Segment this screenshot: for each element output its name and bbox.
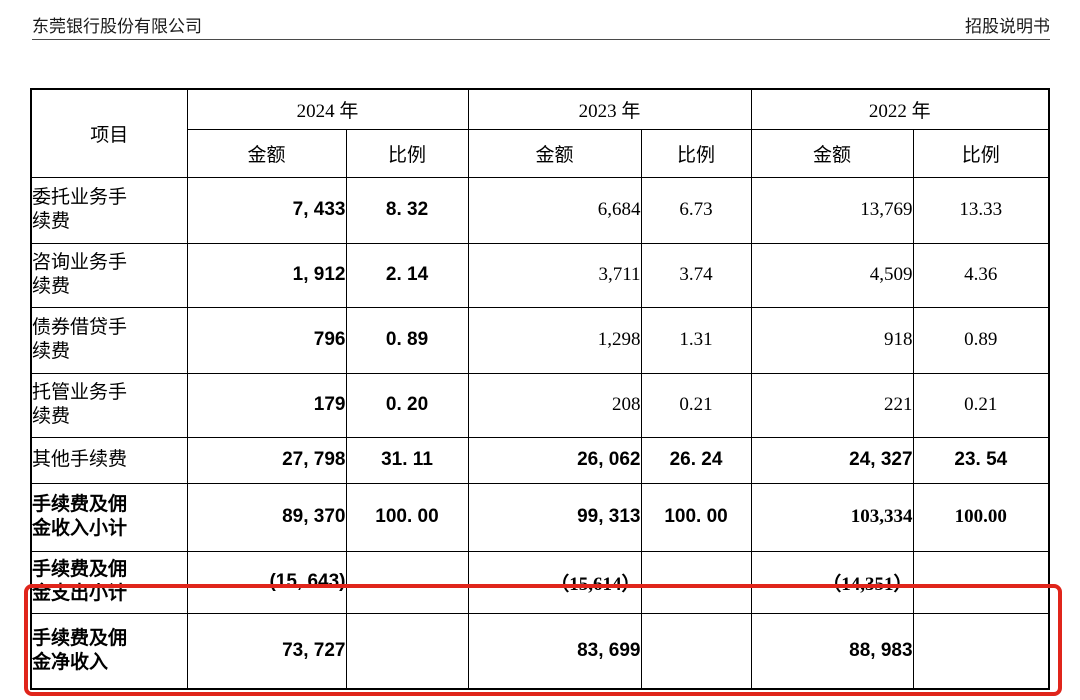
- row-label: 其他手续费: [30, 436, 188, 484]
- table-row: 咨询业务手 续费 1, 912 2. 14 3,711 3.74 4,509 4…: [30, 242, 1050, 308]
- ratio-cell: 100. 00: [640, 482, 752, 552]
- ratio-cell: 0.21: [912, 372, 1050, 438]
- ratio-cell: 13.33: [912, 176, 1050, 244]
- ratio-cell: 8. 32: [345, 176, 469, 244]
- row-label: 债券借贷手 续费: [30, 306, 188, 374]
- amount-cell: 208: [467, 372, 642, 438]
- ratio-cell: 31. 11: [345, 436, 469, 484]
- amount-cell: 3,711: [467, 242, 642, 308]
- ratio-cell: 26. 24: [640, 436, 752, 484]
- ratio-cell: 0.21: [640, 372, 752, 438]
- amount-cell: 83, 699: [467, 612, 642, 690]
- col-header-item: 项目: [30, 88, 188, 178]
- fee-income-table: 项目 2024 年 2023 年 2022 年 金额 比例 金额 比例 金额 比…: [30, 88, 1051, 690]
- subheader-amount-2022: 金额: [750, 128, 914, 178]
- ratio-cell: [912, 612, 1050, 690]
- ratio-cell: 100. 00: [345, 482, 469, 552]
- ratio-cell: [345, 550, 469, 614]
- ratio-cell: 0. 89: [345, 306, 469, 374]
- col-header-year-2023: 2023 年: [467, 88, 752, 130]
- row-label: 咨询业务手 续费: [30, 242, 188, 308]
- header-row-years: 项目 2024 年 2023 年 2022 年: [30, 88, 1050, 178]
- amount-cell: 88, 983: [750, 612, 914, 690]
- table-row: 托管业务手 续费 179 0. 20 208 0.21 221 0.21: [30, 372, 1050, 438]
- ratio-cell: [640, 550, 752, 614]
- subheader-amount-2023: 金额: [467, 128, 642, 178]
- ratio-cell: 0. 20: [345, 372, 469, 438]
- ratio-cell: 6.73: [640, 176, 752, 244]
- amount-cell: （14,351）: [750, 550, 914, 614]
- ratio-cell: 3.74: [640, 242, 752, 308]
- ratio-cell: 0.89: [912, 306, 1050, 374]
- amount-cell: 13,769: [750, 176, 914, 244]
- row-label: 托管业务手 续费: [30, 372, 188, 438]
- ratio-cell: [345, 612, 469, 690]
- subheader-amount-2024: 金额: [186, 128, 347, 178]
- document-type: 招股说明书: [965, 17, 1050, 36]
- amount-cell: 4,509: [750, 242, 914, 308]
- amount-cell: 99, 313: [467, 482, 642, 552]
- amount-cell: 796: [186, 306, 347, 374]
- ratio-cell: 4.36: [912, 242, 1050, 308]
- amount-cell: 918: [750, 306, 914, 374]
- table-row: 债券借贷手 续费 796 0. 89 1,298 1.31 918 0.89: [30, 306, 1050, 374]
- row-label: 手续费及佣 金净收入: [30, 612, 188, 690]
- ratio-cell: 2. 14: [345, 242, 469, 308]
- amount-cell: 103,334: [750, 482, 914, 552]
- running-header: 东莞银行股份有限公司 招股说明书: [32, 12, 1050, 40]
- ratio-cell: 23. 54: [912, 436, 1050, 484]
- subheader-ratio-2023: 比例: [640, 128, 752, 178]
- subheader-ratio-2022: 比例: [912, 128, 1050, 178]
- amount-cell: 73, 727: [186, 612, 347, 690]
- company-name: 东莞银行股份有限公司: [32, 17, 202, 36]
- table-row: 手续费及佣 金净收入 73, 727 83, 699 88, 983: [30, 612, 1050, 690]
- amount-cell: 6,684: [467, 176, 642, 244]
- row-label: 手续费及佣 金支出小计: [30, 550, 188, 614]
- table-row: 其他手续费 27, 798 31. 11 26, 062 26. 24 24, …: [30, 436, 1050, 484]
- amount-cell: 89, 370: [186, 482, 347, 552]
- table-row: 手续费及佣 金收入小计 89, 370 100. 00 99, 313 100.…: [30, 482, 1050, 552]
- row-label: 委托业务手 续费: [30, 176, 188, 244]
- amount-cell: 7, 433: [186, 176, 347, 244]
- ratio-cell: 1.31: [640, 306, 752, 374]
- amount-cell: 1, 912: [186, 242, 347, 308]
- amount-cell: 221: [750, 372, 914, 438]
- subheader-ratio-2024: 比例: [345, 128, 469, 178]
- amount-cell: 24, 327: [750, 436, 914, 484]
- amount-cell: (15, 643): [186, 550, 347, 614]
- amount-cell: 26, 062: [467, 436, 642, 484]
- ratio-cell: [912, 550, 1050, 614]
- col-header-year-2022: 2022 年: [750, 88, 1050, 130]
- row-label: 手续费及佣 金收入小计: [30, 482, 188, 552]
- col-header-year-2024: 2024 年: [186, 88, 469, 130]
- table-row: 手续费及佣 金支出小计 (15, 643) （15,614） （14,351）: [30, 550, 1050, 614]
- ratio-cell: 100.00: [912, 482, 1050, 552]
- ratio-cell: [640, 612, 752, 690]
- table-row: 委托业务手 续费 7, 433 8. 32 6,684 6.73 13,769 …: [30, 176, 1050, 244]
- amount-cell: 27, 798: [186, 436, 347, 484]
- header-row-measures: 金额 比例 金额 比例 金额 比例: [31, 128, 1050, 178]
- amount-cell: （15,614）: [467, 550, 642, 614]
- amount-cell: 179: [186, 372, 347, 438]
- amount-cell: 1,298: [467, 306, 642, 374]
